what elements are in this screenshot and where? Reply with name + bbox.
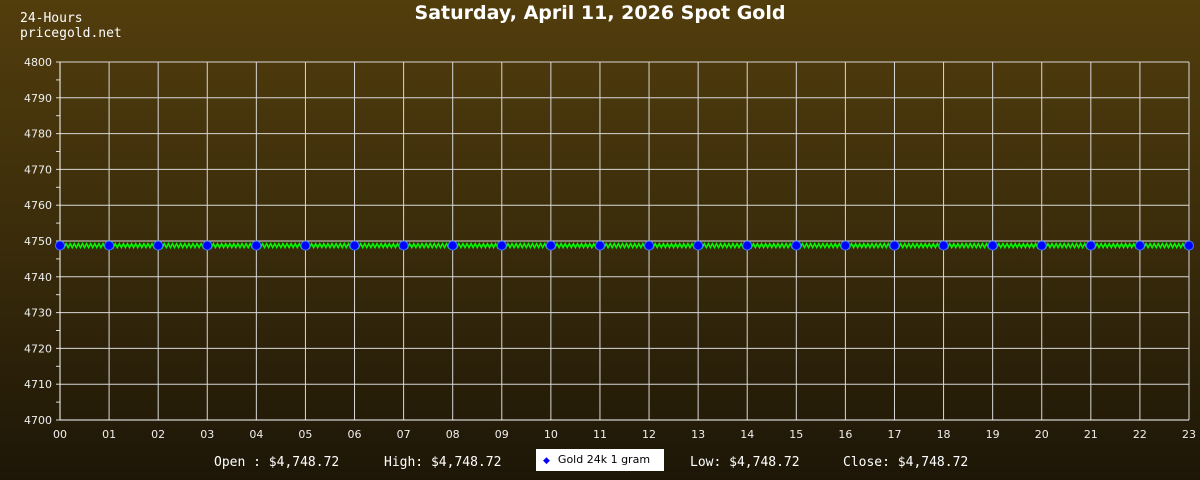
x-tick-label: 19	[986, 428, 1000, 441]
y-tick-label: 4750	[24, 235, 52, 248]
x-tick-label: 08	[446, 428, 460, 441]
x-tick-label: 07	[397, 428, 411, 441]
x-tick-label: 09	[495, 428, 509, 441]
data-point	[742, 240, 753, 251]
data-point	[153, 240, 164, 251]
y-tick-label: 4720	[24, 342, 52, 355]
x-tick-label: 10	[544, 428, 558, 441]
high-price: High: $4,748.72	[384, 455, 502, 470]
x-tick-label: 22	[1133, 428, 1147, 441]
data-point	[447, 240, 458, 251]
y-tick-label: 4740	[24, 271, 52, 284]
data-point	[300, 240, 311, 251]
data-point	[1085, 240, 1096, 251]
data-point	[1184, 240, 1194, 251]
data-point	[104, 240, 115, 251]
y-tick-label: 4790	[24, 92, 52, 105]
x-tick-label: 12	[642, 428, 656, 441]
y-tick-label: 4730	[24, 307, 52, 320]
site-label: pricegold.net	[20, 26, 122, 41]
data-point	[202, 240, 213, 251]
close-price: Close: $4,748.72	[843, 455, 969, 470]
data-point	[889, 240, 900, 251]
x-tick-label: 13	[691, 428, 705, 441]
y-tick-label: 4800	[24, 56, 52, 69]
open-price: Open : $4,748.72	[214, 455, 340, 470]
x-tick-label: 15	[789, 428, 803, 441]
y-tick-label: 4780	[24, 128, 52, 141]
y-tick-label: 4760	[24, 199, 52, 212]
data-point	[55, 240, 65, 251]
x-tick-label: 14	[740, 428, 754, 441]
chart-title: Saturday, April 11, 2026 Spot Gold	[414, 2, 786, 24]
x-tick-label: 04	[249, 428, 263, 441]
x-tick-label: 16	[838, 428, 852, 441]
legend-label: Gold 24k 1 gram	[557, 453, 651, 466]
x-tick-label: 00	[53, 428, 67, 441]
x-tick-label: 17	[887, 428, 901, 441]
data-point	[791, 240, 802, 251]
x-tick-label: 23	[1182, 428, 1196, 441]
data-point	[594, 240, 605, 251]
x-tick-label: 06	[348, 428, 362, 441]
x-tick-label: 18	[937, 428, 951, 441]
period-label: 24-Hours	[20, 11, 83, 26]
data-point	[938, 240, 949, 251]
data-point	[1036, 240, 1047, 251]
legend-marker-icon: ◆	[543, 456, 550, 466]
y-tick-label: 4770	[24, 163, 52, 176]
data-point	[398, 240, 409, 251]
data-point	[644, 240, 655, 251]
price-line	[59, 241, 1190, 250]
x-tick-label: 11	[593, 428, 607, 441]
data-point	[545, 240, 556, 251]
x-tick-label: 21	[1084, 428, 1098, 441]
x-tick-label: 02	[151, 428, 165, 441]
x-tick-label: 05	[298, 428, 312, 441]
x-tick-label: 03	[200, 428, 214, 441]
legend: ◆ Gold 24k 1 gram	[536, 449, 664, 471]
x-tick-label: 20	[1035, 428, 1049, 441]
x-tick-label: 01	[102, 428, 116, 441]
price-chart: 4700 4710 4720 4730 4740 4750 4760 4770 4780 4790…	[24, 56, 1196, 441]
data-point	[987, 240, 998, 251]
data-point	[693, 240, 704, 251]
low-price: Low: $4,748.72	[690, 455, 800, 470]
data-point	[1134, 240, 1145, 251]
data-point	[349, 240, 360, 251]
data-point	[840, 240, 851, 251]
data-point	[496, 240, 507, 251]
data-point	[251, 240, 262, 251]
y-tick-label: 4710	[24, 378, 52, 391]
y-tick-label: 4700	[24, 414, 52, 427]
